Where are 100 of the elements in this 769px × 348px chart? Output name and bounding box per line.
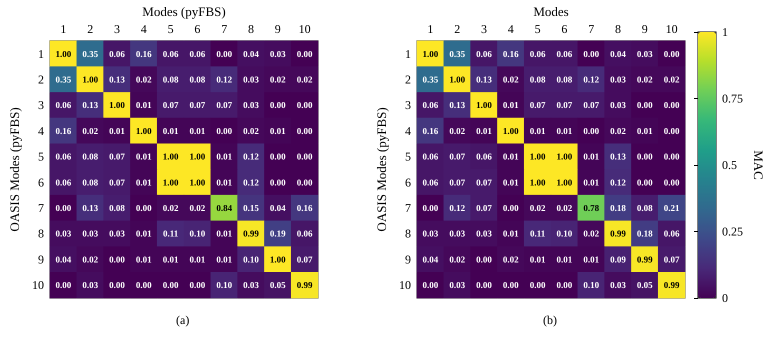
color-bar-title: MAC	[751, 150, 766, 180]
data-label: 0.99	[296, 280, 313, 290]
data-label: 0.10	[556, 228, 573, 239]
data-label: 0.01	[270, 126, 286, 136]
x-tick-label: 1	[427, 22, 434, 36]
data-label: 0.01	[583, 254, 600, 264]
data-label: 0.01	[190, 126, 206, 136]
x-tick-label: 3	[481, 22, 487, 36]
text: (a)	[176, 313, 190, 327]
data-label: 0.02	[449, 126, 466, 136]
data-label: 0.03	[243, 100, 260, 110]
data-label: 0.02	[502, 254, 520, 264]
data-label: 0.08	[556, 74, 573, 84]
data-label: 0.00	[109, 280, 126, 290]
data-label: 0.01	[556, 254, 573, 264]
data-label: 0.06	[422, 152, 439, 162]
color-bar-label: 0	[722, 291, 728, 305]
data-label: 0.01	[530, 126, 546, 136]
data-label: 0.21	[664, 203, 680, 214]
data-label: 0.13	[82, 100, 99, 110]
data-label: 0.02	[162, 203, 179, 214]
y-tick-label: 9	[405, 252, 411, 266]
data-label: 0.03	[610, 100, 626, 110]
data-label: 0.00	[556, 280, 573, 290]
data-label: 0.01	[136, 100, 152, 110]
color-bar-label: 0.25	[722, 224, 743, 238]
data-label: 0.03	[610, 280, 626, 290]
data-label: 0.03	[476, 228, 492, 239]
data-label: 0.06	[476, 48, 492, 59]
data-label: 0.06	[296, 228, 313, 239]
data-label: 0.12	[243, 177, 260, 188]
data-label: 0.13	[476, 74, 492, 84]
data-label: 0.00	[583, 48, 600, 59]
x-tick-label: 5	[168, 22, 174, 36]
data-label: 0.00	[422, 203, 439, 214]
data-label: 1.00	[422, 48, 439, 59]
data-label: 0.06	[530, 48, 546, 59]
data-label: 0.06	[162, 48, 179, 59]
data-label: 0.06	[109, 48, 126, 59]
data-label: 0.07	[476, 203, 492, 214]
x-tick-label: 2	[87, 22, 94, 36]
data-label: 0.00	[216, 126, 233, 136]
x-axis-title: Modes	[533, 4, 569, 19]
data-label: 0.07	[296, 254, 313, 264]
y-tick-label: 7	[405, 201, 411, 216]
data-label: 0.12	[243, 152, 260, 162]
data-label: 0.01	[502, 100, 520, 110]
data-label: 0.07	[530, 100, 546, 110]
text: (b)	[543, 313, 557, 327]
data-label: 0.01	[583, 177, 600, 188]
x-tick-label: 7	[588, 22, 594, 36]
x-tick-label: 1	[60, 22, 66, 36]
data-label: 1.00	[530, 177, 546, 188]
color-bar-label: 0.5	[722, 158, 737, 172]
data-label: 0.01	[216, 177, 233, 188]
data-label: 0.07	[216, 100, 233, 110]
data-label: 0.02	[583, 228, 600, 239]
data-label: 0.00	[664, 48, 680, 59]
data-label: 1.00	[270, 254, 286, 264]
data-label: 0.18	[636, 228, 654, 239]
data-label: 0.00	[296, 100, 313, 110]
data-label: 0.19	[270, 228, 286, 239]
data-label: 1.00	[190, 177, 206, 188]
y-tick-label: 1	[405, 46, 411, 61]
data-label: 0.04	[56, 254, 72, 264]
y-axis-title: OASIS Modes (pyFBS)	[7, 107, 22, 232]
x-tick-label: 6	[194, 22, 200, 36]
data-label: 0.02	[243, 126, 260, 136]
y-tick-label: 2	[38, 72, 44, 86]
data-label: 0.00	[270, 100, 286, 110]
data-label: 0.08	[636, 203, 654, 214]
data-label: 0.12	[583, 74, 600, 84]
data-label: 0.06	[422, 100, 439, 110]
y-tick-label: 10	[399, 278, 411, 292]
y-tick-label: 2	[405, 72, 411, 86]
data-label: 0.04	[243, 48, 260, 59]
data-label: 0.01	[190, 254, 206, 264]
data-label: 1.00	[109, 100, 126, 110]
data-label: 0.01	[136, 228, 152, 239]
data-label: 0.06	[56, 152, 72, 162]
data-label: 0.01	[502, 177, 520, 188]
x-tick-label: 3	[114, 22, 120, 36]
data-label: 0.18	[610, 203, 626, 214]
data-label: 0.35	[82, 48, 99, 59]
data-label: 0.00	[664, 126, 680, 136]
data-label: 0.01	[476, 126, 492, 136]
data-label: 0.10	[243, 254, 260, 264]
data-label: 0.02	[530, 203, 546, 214]
y-tick-label: 4	[405, 124, 411, 138]
data-label: 0.01	[216, 228, 233, 239]
data-label: 0.00	[296, 48, 313, 59]
data-label: 0.00	[162, 280, 179, 290]
data-label: 0.00	[664, 152, 680, 162]
data-label: 0.01	[583, 152, 600, 162]
y-axis-title: OASIS Modes (pyFBS)	[374, 107, 390, 232]
data-label: 1.00	[136, 126, 152, 136]
data-label: 0.07	[109, 152, 126, 162]
y-tick-label: 7	[38, 201, 44, 216]
data-label: 0.00	[136, 203, 152, 214]
data-label: 1.00	[190, 152, 206, 162]
